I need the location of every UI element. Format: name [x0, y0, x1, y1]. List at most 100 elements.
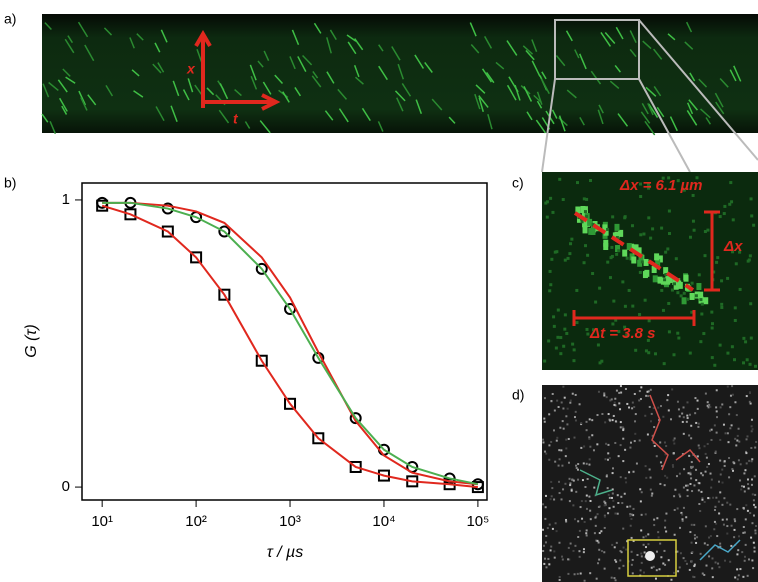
speck — [580, 421, 583, 424]
speck — [718, 566, 721, 569]
speck — [554, 460, 557, 463]
speck — [678, 472, 681, 475]
speck — [543, 562, 546, 565]
pixel — [730, 345, 734, 349]
speck — [654, 577, 657, 580]
speck — [726, 432, 729, 435]
speck — [719, 545, 722, 548]
speck — [738, 440, 741, 443]
pixel — [547, 339, 551, 343]
streak — [329, 29, 337, 41]
speck — [573, 518, 576, 521]
speck — [616, 512, 619, 515]
speck — [574, 544, 577, 547]
speck — [638, 399, 641, 402]
speck — [624, 448, 627, 451]
pixel — [571, 342, 575, 346]
speck — [610, 496, 613, 499]
speck — [596, 513, 599, 516]
pixel — [549, 196, 553, 200]
pixel — [643, 298, 647, 302]
speck — [593, 532, 596, 535]
speck — [746, 478, 749, 481]
streak — [641, 102, 649, 115]
speck — [594, 524, 597, 527]
speck — [655, 455, 658, 458]
streak — [396, 97, 404, 112]
speck — [709, 405, 712, 408]
speck — [646, 390, 649, 393]
speck — [644, 465, 647, 468]
speck — [582, 462, 585, 465]
speck — [582, 551, 585, 554]
speck — [754, 493, 757, 496]
speck — [645, 476, 648, 479]
pixel — [563, 313, 567, 317]
streak — [469, 22, 477, 37]
speck — [625, 481, 628, 484]
speck — [703, 573, 706, 576]
speck — [746, 435, 749, 438]
streak — [565, 30, 573, 42]
pixel — [663, 267, 669, 275]
pixel — [733, 306, 737, 310]
speck — [751, 559, 754, 562]
pixel — [643, 258, 649, 266]
speck — [670, 578, 673, 581]
streak — [615, 26, 624, 40]
speck — [729, 560, 732, 563]
speck — [629, 524, 632, 527]
streak — [526, 111, 533, 121]
pixel — [682, 188, 686, 192]
pixel — [742, 361, 746, 365]
speck — [633, 440, 636, 443]
speck — [682, 406, 685, 409]
speck — [658, 419, 661, 422]
pixel — [647, 351, 651, 355]
speck — [578, 550, 581, 553]
speck — [737, 459, 740, 462]
streak — [600, 31, 612, 47]
pixel — [626, 243, 632, 251]
speck — [701, 498, 704, 501]
marker — [190, 251, 203, 264]
speck — [751, 478, 754, 481]
pixel — [631, 304, 635, 308]
pixel — [646, 338, 650, 342]
speck — [752, 541, 755, 544]
pixel — [749, 302, 753, 306]
speck — [672, 452, 675, 455]
speck — [703, 445, 706, 448]
pixel — [690, 310, 694, 314]
streak — [647, 103, 654, 116]
pixel — [651, 227, 655, 231]
speck — [672, 571, 675, 574]
speck — [652, 565, 655, 568]
pixel — [583, 210, 587, 214]
speck — [552, 429, 555, 432]
panel-label: b) — [4, 175, 16, 191]
streak — [58, 97, 68, 112]
marker — [255, 354, 268, 367]
fit-line — [101, 204, 478, 489]
pixel — [667, 209, 671, 213]
speck — [647, 390, 650, 393]
speck — [689, 473, 692, 476]
speck — [653, 524, 656, 527]
speck — [745, 504, 748, 507]
slope-line — [573, 211, 695, 292]
speck — [680, 511, 683, 514]
speck — [682, 506, 685, 509]
speck — [588, 418, 591, 421]
pixel — [591, 271, 595, 275]
speck — [614, 441, 617, 444]
speck — [696, 407, 699, 410]
speck — [543, 397, 546, 400]
pixel — [618, 229, 624, 237]
streak — [629, 48, 637, 58]
streak — [297, 56, 307, 73]
pixel — [610, 254, 614, 258]
speck — [607, 443, 610, 446]
speck — [614, 404, 617, 407]
speck — [678, 493, 681, 496]
